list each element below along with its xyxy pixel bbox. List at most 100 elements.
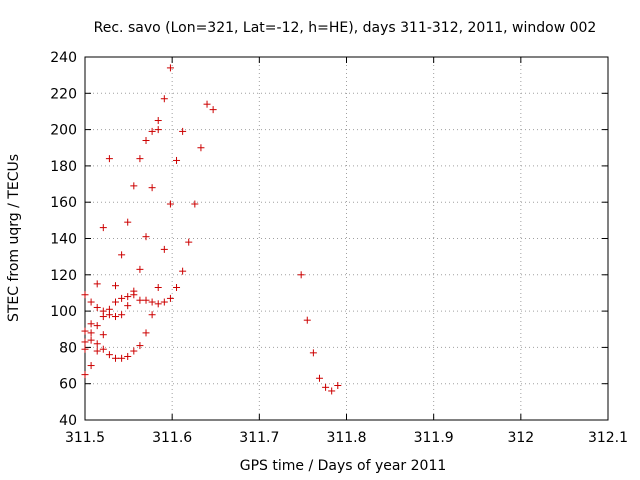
y-tick-label: 240 [50,50,77,66]
data-point [160,95,168,103]
data-point [112,282,120,290]
data-point [136,296,144,304]
data-point [99,331,107,339]
chart-title: Rec. savo (Lon=321, Lat=-12, h=HE), days… [94,20,597,36]
data-point [328,387,336,395]
x-axis-label: GPS time / Days of year 2011 [240,458,447,474]
y-tick-label: 40 [59,413,77,429]
data-point [105,155,113,163]
y-tick-labels: 40 60 80 100 120 140 160 180 200 220 240 [50,50,77,429]
data-point [148,127,156,135]
data-point [118,354,126,362]
data-point [142,233,150,241]
data-point [81,371,89,379]
y-tick-label: 80 [59,340,77,356]
data-point [334,382,342,390]
y-tick-label: 180 [50,159,77,175]
y-tick-label: 120 [50,268,77,284]
data-point [93,280,101,288]
data-point [173,156,181,164]
data-point [99,224,107,232]
data-point [136,265,144,273]
x-tick-label: 311.9 [414,430,454,446]
data-point [166,294,174,302]
x-tick-label: 311.6 [152,430,192,446]
data-point [105,311,113,319]
data-point [166,200,174,208]
y-axis-label: STEC from uqrg / TECUs [6,154,22,322]
data-point [87,320,95,328]
data-point [309,349,317,357]
plot-frame [84,56,609,421]
data-point [148,311,156,319]
y-tick-label: 220 [50,86,77,102]
data-point [81,291,89,299]
data-point [154,117,162,125]
data-point [112,354,120,362]
data-point [136,342,144,350]
data-point [124,293,132,301]
data-point [160,298,168,306]
data-point [87,336,95,344]
y-tick-label: 200 [50,123,77,139]
data-point [118,294,126,302]
data-point [81,338,89,346]
data-point [105,351,113,359]
data-point [154,126,162,134]
data-point [130,291,138,299]
data-point [179,267,187,275]
data-point [87,329,95,337]
data-point [81,327,89,335]
data-point [142,296,150,304]
data-point [173,284,181,292]
data-point [118,251,126,259]
data-point [297,271,305,279]
y-tick-label: 160 [50,195,77,211]
x-tick-labels: 311.5 311.6 311.7 311.8 311.9 312 312.1 [65,430,628,446]
data-point [209,106,217,114]
data-point [154,300,162,308]
data-point [322,383,330,391]
data-point [99,313,107,321]
data-point [142,136,150,144]
data-point [203,100,211,108]
data-point [179,127,187,135]
data-point [112,298,120,306]
data-point [148,298,156,306]
data-point [93,340,101,348]
data-point [303,316,311,324]
data-point [130,347,138,355]
data-point [154,284,162,292]
data-point [142,329,150,337]
data-point [130,182,138,190]
data-point [93,303,101,311]
data-point [124,218,132,226]
data-point [136,155,144,163]
y-tick-label: 60 [59,377,77,393]
data-points [81,64,342,395]
data-point [160,245,168,253]
data-point [112,313,120,321]
data-point [99,345,107,353]
data-point [118,311,126,319]
data-point [93,347,101,355]
x-tick-label: 311.7 [239,430,279,446]
y-tick-label: 100 [50,304,77,320]
x-tick-label: 311.8 [326,430,366,446]
data-point [124,302,132,310]
data-point [166,64,174,72]
data-point [197,144,205,152]
data-point [124,352,132,360]
y-tick-label: 140 [50,232,77,248]
data-point [148,184,156,192]
data-point [87,362,95,370]
data-point [87,298,95,306]
data-point [315,374,323,382]
x-tick-label: 312.1 [588,430,628,446]
data-point [185,238,193,246]
x-tick-label: 312 [507,430,534,446]
data-point [81,345,89,353]
x-tick-label: 311.5 [65,430,105,446]
data-point [93,322,101,330]
